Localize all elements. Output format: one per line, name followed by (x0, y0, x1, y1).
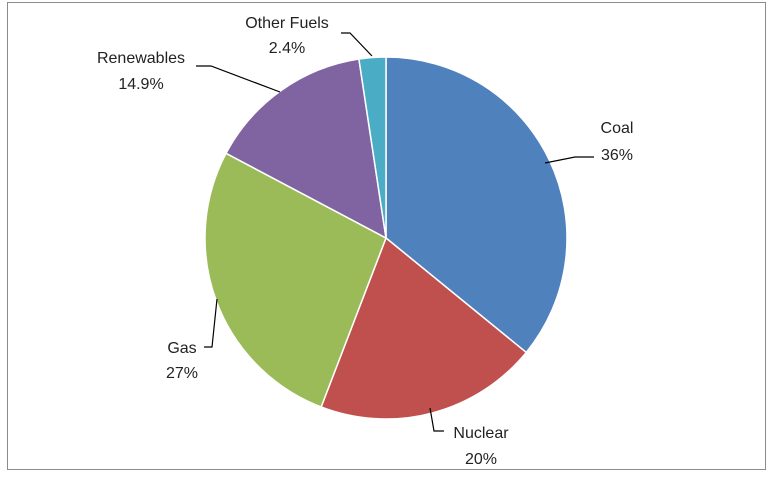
leader-line-gas (204, 298, 218, 348)
label-value-nuclear: 20% (465, 451, 497, 468)
label-name-renewables: Renewables (97, 50, 185, 67)
label-value-renewables: 14.9% (118, 76, 163, 93)
leader-line-other-fuels (341, 32, 373, 57)
pie-slice-renewables (225, 58, 387, 240)
label-value-other-fuels: 2.4% (269, 40, 305, 57)
pie-slice-other-fuels (358, 56, 387, 239)
leader-line-coal (544, 156, 594, 164)
data-label-other-fuels: Other Fuels 2.4% (245, 15, 329, 57)
label-value-coal: 36% (601, 147, 633, 164)
pie-slice-coal (385, 56, 568, 354)
data-label-coal: Coal 36% (601, 120, 634, 164)
label-name-gas: Gas (167, 340, 196, 357)
data-label-gas: Gas 27% (166, 340, 198, 382)
pie-slices (204, 56, 568, 420)
pie-slice-nuclear (320, 236, 528, 420)
label-value-gas: 27% (166, 365, 198, 382)
label-name-coal: Coal (601, 120, 634, 137)
leader-line-nuclear (429, 407, 444, 432)
label-name-other-fuels: Other Fuels (245, 15, 329, 32)
data-label-nuclear: Nuclear 20% (453, 425, 509, 468)
label-name-nuclear: Nuclear (453, 425, 509, 442)
data-label-renewables: Renewables 14.9% (97, 50, 185, 93)
leader-line-renewables (196, 65, 281, 93)
